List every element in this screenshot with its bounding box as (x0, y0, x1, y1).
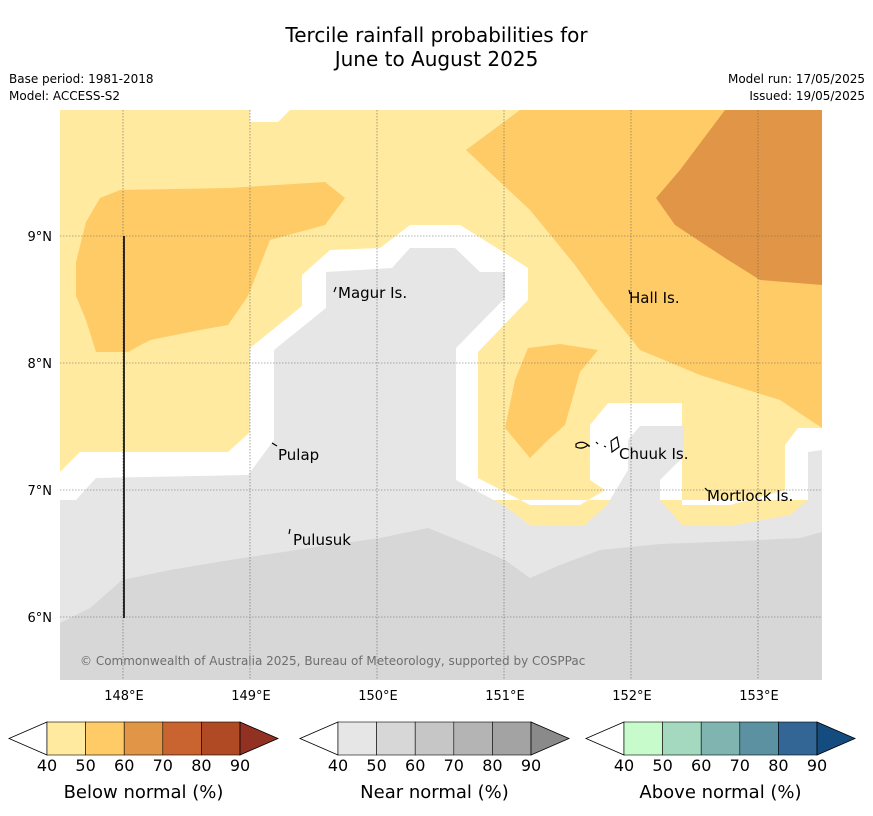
colorbar-tick-label: 40 (328, 756, 348, 775)
colorbar-swatch (700, 721, 741, 756)
colorbar-3: 40 50 60 70 80 90 Above normal (%) (584, 721, 857, 803)
region-no-signal-top (250, 110, 290, 122)
colorbar-swatch (739, 721, 779, 756)
colorbar-swatch (453, 721, 493, 756)
graticule (60, 110, 822, 680)
colorbar-swatch (414, 721, 455, 756)
place-label-hall: Hall Is. (629, 289, 680, 307)
island-hall (628, 289, 631, 295)
colorbar-tick-label: 60 (114, 756, 134, 775)
island-marks (271, 286, 709, 535)
colorbar-swatch (162, 721, 202, 756)
island-chuuk (575, 436, 620, 454)
place-label-magur: Magur Is. (338, 284, 407, 302)
region-below-50-60-west (76, 182, 345, 352)
island-mortlock (704, 487, 709, 492)
colorbar-swatch (85, 721, 125, 756)
model-name: Model: ACCESS-S2 (9, 89, 121, 103)
colorbar-tick-label: 90 (521, 756, 541, 775)
region-near-50-60 (60, 528, 822, 680)
colorbar-swatch (46, 721, 86, 756)
colorbar-over-arrow (816, 721, 857, 756)
colorbar-over-arrow (239, 721, 280, 756)
map-title-line2: June to August 2025 (334, 47, 539, 71)
colorbar-swatch (778, 721, 818, 756)
region-below-60-70 (656, 110, 822, 285)
lon-label-150e: 150°E (358, 689, 398, 704)
colorbar-tick-label: 80 (482, 756, 502, 775)
lon-label-152e: 152°E (612, 689, 652, 704)
lon-label-151e: 151°E (485, 689, 525, 704)
colorbar-tick-label: 70 (153, 756, 173, 775)
island-pulap (271, 442, 278, 447)
colorbar-tick-label: 40 (37, 756, 57, 775)
island-magur (333, 286, 337, 293)
probability-map (60, 110, 822, 680)
colorbar-over-arrow (530, 721, 571, 756)
colorbar-title: Above normal (%) (639, 782, 801, 803)
colorbar-tick-label: 50 (75, 756, 95, 775)
colorbar-1: 40 50 60 70 80 90 Below normal (%) (7, 721, 280, 803)
colorbar-tick-label: 50 (652, 756, 672, 775)
legend-group: 40 50 60 70 80 90 Below normal (%) 40 50 60 70 80 90… (7, 721, 857, 803)
lat-label-6n: 6°N (28, 611, 53, 626)
colorbar-under-arrow (298, 721, 339, 756)
copyright-notice: © Commonwealth of Australia 2025, Bureau… (80, 654, 585, 668)
place-label-pulusuk: Pulusuk (293, 531, 351, 549)
colorbar-under-arrow (7, 721, 48, 756)
colorbar-title: Below normal (%) (64, 782, 224, 803)
colorbar-tick-label: 70 (444, 756, 464, 775)
colorbar-tick-label: 50 (366, 756, 386, 775)
colorbar-tick-label: 70 (730, 756, 750, 775)
colorbar-title: Near normal (%) (360, 782, 509, 803)
colorbar-swatch (123, 721, 164, 756)
colorbar-2: 40 50 60 70 80 90 Near normal (%) (298, 721, 571, 803)
colorbar-swatch (376, 721, 416, 756)
colorbar-swatch (492, 721, 532, 756)
lat-label-8n: 8°N (28, 357, 53, 372)
colorbar-tick-label: 80 (191, 756, 211, 775)
colorbar-tick-label: 60 (405, 756, 425, 775)
colorbar-tick-label: 60 (691, 756, 711, 775)
colorbar-swatch (662, 721, 702, 756)
colorbar-swatch (337, 721, 377, 756)
place-label-pulap: Pulap (278, 446, 319, 464)
lon-label-149e: 149°E (231, 689, 271, 704)
place-label-chuuk: Chuuk Is. (619, 445, 688, 463)
model-run: Model run: 17/05/2025 (727, 72, 865, 86)
lat-label-9n: 9°N (28, 230, 53, 245)
region-below-50-60-central (505, 344, 598, 458)
colorbar-tick-label: 90 (807, 756, 827, 775)
colorbar-swatch (201, 721, 241, 756)
colorbar-tick-label: 40 (614, 756, 634, 775)
colorbar-under-arrow (584, 721, 625, 756)
place-label-mortlock: Mortlock Is. (707, 487, 793, 505)
base-period: Base period: 1981-2018 (9, 72, 154, 86)
issued-date: Issued: 19/05/2025 (749, 89, 865, 103)
colorbar-tick-label: 80 (768, 756, 788, 775)
colorbar-tick-label: 90 (230, 756, 250, 775)
colorbar-swatch (623, 721, 663, 756)
lon-label-153e: 153°E (739, 689, 779, 704)
lon-label-148e: 148°E (104, 689, 144, 704)
island-pulusuk (288, 528, 291, 535)
map-title-line1: Tercile rainfall probabilities for (285, 23, 588, 47)
lat-label-7n: 7°N (28, 484, 53, 499)
